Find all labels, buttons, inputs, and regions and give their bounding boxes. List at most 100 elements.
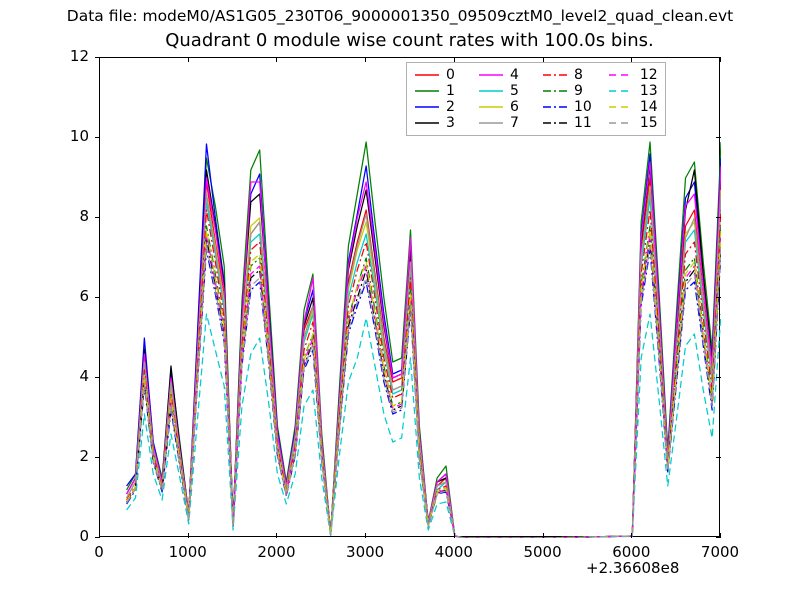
x-tick-label: 0 — [94, 543, 104, 561]
legend-label-9: 9 — [574, 83, 583, 99]
legend-entry-11[interactable]: 11 — [542, 116, 592, 130]
legend-label-2: 2 — [446, 99, 455, 115]
legend-label-15: 15 — [639, 115, 658, 131]
y-tick-label: 10 — [69, 127, 89, 145]
legend-label-4: 4 — [510, 67, 519, 83]
x-tick-label: 1000 — [168, 543, 207, 561]
y-tick-mark — [95, 137, 100, 138]
legend-label-8: 8 — [574, 67, 583, 83]
legend-swatch-14 — [608, 106, 633, 108]
data-file-label: Data file: modeM0/AS1G05_230T06_90000013… — [66, 7, 734, 25]
legend-entry-7[interactable]: 7 — [478, 116, 526, 130]
legend-entry-14[interactable]: 14 — [608, 100, 658, 114]
y-tick-mark — [95, 297, 100, 298]
x-tick-label: 4000 — [434, 543, 473, 561]
x-tick-mark-top — [542, 57, 544, 62]
x-tick-mark — [631, 533, 633, 538]
series-line-7 — [126, 189, 721, 538]
legend-swatch-5 — [479, 90, 503, 92]
x-tick-label: 2000 — [257, 543, 296, 561]
legend-entry-15[interactable]: 15 — [608, 116, 658, 130]
x-tick-mark-top — [720, 57, 721, 62]
legend-label-0: 0 — [446, 67, 455, 83]
legend-label-13: 13 — [639, 83, 658, 99]
legend-swatch-0 — [415, 74, 439, 76]
legend-entry-3[interactable]: 3 — [414, 116, 462, 130]
legend-swatch-11 — [543, 122, 567, 124]
series-line-4 — [126, 161, 721, 538]
y-tick-mark — [95, 57, 100, 58]
x-tick-mark — [720, 533, 721, 538]
legend-swatch-8 — [543, 74, 567, 76]
legend-swatch-2 — [415, 106, 439, 108]
legend-swatch-3 — [415, 122, 439, 124]
legend-entry-0[interactable]: 0 — [414, 68, 462, 82]
y-tick-label: 8 — [79, 207, 89, 225]
x-tick-mark-top — [187, 57, 189, 62]
legend-label-14: 14 — [639, 99, 658, 115]
x-tick-mark — [99, 533, 100, 538]
chart-legend[interactable]: 0 4 8 12 1 5 9 13 2 6 10 14 3 7 11 15 — [406, 62, 666, 136]
x-tick-label: 3000 — [346, 543, 385, 561]
x-tick-mark-top — [453, 57, 455, 62]
series-line-2 — [126, 143, 721, 538]
x-tick-label: 7000 — [700, 543, 740, 561]
legend-label-7: 7 — [510, 115, 519, 131]
legend-entry-1[interactable]: 1 — [414, 84, 462, 98]
legend-entry-9[interactable]: 9 — [542, 84, 592, 98]
legend-entry-6[interactable]: 6 — [478, 100, 526, 114]
y-tick-label: 6 — [79, 287, 89, 305]
legend-swatch-15 — [608, 122, 633, 124]
y-tick-mark-right — [716, 137, 721, 138]
legend-entry-13[interactable]: 13 — [608, 84, 658, 98]
legend-swatch-6 — [479, 106, 503, 108]
legend-swatch-10 — [543, 106, 567, 108]
legend-label-12: 12 — [639, 67, 658, 83]
legend-label-5: 5 — [510, 83, 519, 99]
legend-entry-4[interactable]: 4 — [478, 68, 526, 82]
page-title: Quadrant 0 module wise count rates with … — [165, 30, 654, 51]
legend-entry-2[interactable]: 2 — [414, 100, 462, 114]
legend-swatch-13 — [608, 90, 633, 92]
x-tick-label: 5000 — [523, 543, 562, 561]
legend-swatch-1 — [415, 90, 439, 92]
y-tick-label: 2 — [79, 447, 89, 465]
series-line-14 — [126, 229, 721, 538]
y-tick-label: 0 — [79, 527, 89, 545]
x-tick-mark — [276, 533, 278, 538]
legend-entry-8[interactable]: 8 — [542, 68, 592, 82]
x-tick-mark-top — [631, 57, 633, 62]
legend-swatch-7 — [479, 122, 503, 124]
legend-entry-10[interactable]: 10 — [542, 100, 592, 114]
y-tick-mark — [95, 217, 100, 218]
legend-label-11: 11 — [574, 115, 592, 131]
y-tick-mark-right — [716, 217, 721, 218]
legend-entry-12[interactable]: 12 — [608, 68, 658, 82]
legend-swatch-12 — [608, 74, 633, 76]
x-tick-mark — [542, 533, 544, 538]
legend-label-6: 6 — [510, 99, 519, 115]
legend-label-10: 10 — [574, 99, 592, 115]
y-tick-mark-right — [716, 457, 721, 458]
legend-entry-5[interactable]: 5 — [478, 84, 526, 98]
y-tick-mark-right — [716, 377, 721, 378]
y-tick-label: 4 — [79, 367, 89, 385]
x-axis-offset-label: +2.36608e8 — [586, 559, 680, 577]
x-tick-label: 6000 — [612, 543, 651, 561]
y-tick-mark — [95, 537, 100, 538]
line-chart-svg — [126, 141, 721, 538]
legend-swatch-4 — [479, 74, 503, 76]
series-line-8 — [126, 209, 721, 538]
x-tick-mark — [365, 533, 367, 538]
x-tick-mark-top — [365, 57, 367, 62]
legend-swatch-9 — [543, 90, 567, 92]
y-tick-mark-right — [716, 57, 721, 58]
x-tick-mark — [453, 533, 455, 538]
series-line-13 — [126, 313, 721, 538]
y-tick-mark-right — [716, 537, 721, 538]
x-tick-mark — [187, 533, 189, 538]
plot-axes — [99, 57, 721, 538]
x-tick-mark-top — [276, 57, 278, 62]
x-tick-mark-top — [99, 57, 100, 62]
